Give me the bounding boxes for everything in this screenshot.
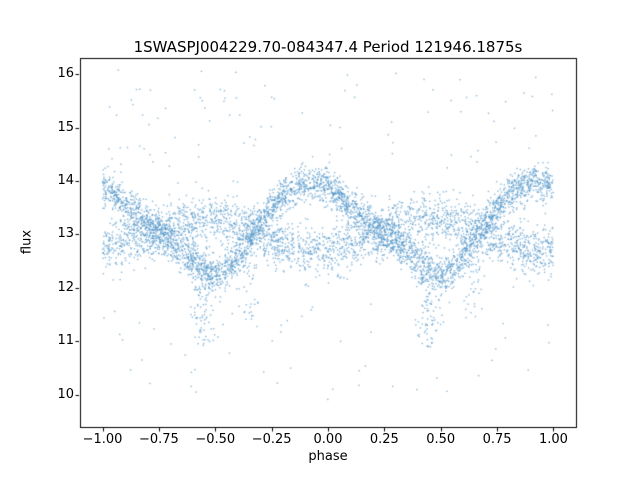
x-tick-label: 0.50: [426, 432, 456, 447]
y-tick-label: 11: [57, 333, 74, 349]
y-tick-label: 14: [57, 173, 74, 188]
x-tick-label: −0.75: [138, 432, 179, 447]
x-tick-label: 0.00: [313, 432, 343, 447]
x-tick-label: 0.75: [482, 432, 512, 447]
y-axis-label: flux: [19, 229, 35, 255]
x-tick-label: −1.00: [82, 432, 123, 447]
y-tick-label: 16: [57, 66, 74, 82]
x-tick-label: 1.00: [538, 432, 568, 447]
y-tick-label: 12: [57, 279, 74, 295]
y-tick-label: 10: [57, 386, 74, 402]
x-tick-label: −0.50: [195, 432, 236, 447]
x-axis-label: phase: [308, 449, 348, 464]
chart-title: 1SWASPJ004229.70-084347.4 Period 121946.…: [133, 38, 523, 56]
y-tick-label: 15: [57, 119, 74, 135]
y-tick-label: 13: [57, 226, 74, 242]
x-tick-label: −0.25: [251, 432, 292, 447]
x-tick-label: 0.25: [369, 432, 399, 447]
